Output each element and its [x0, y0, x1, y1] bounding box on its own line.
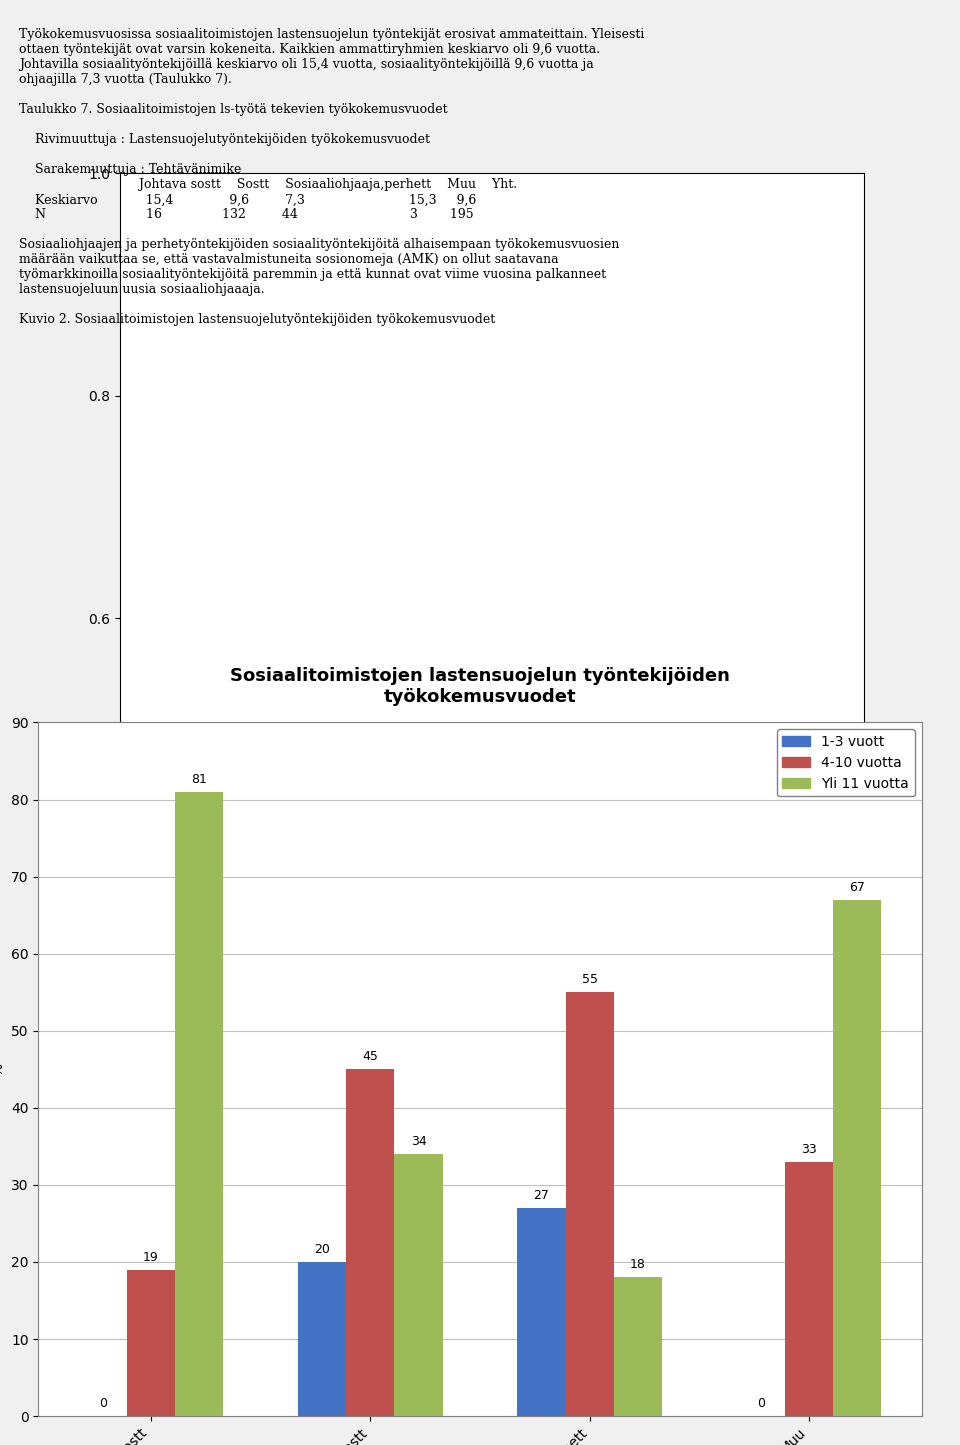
Bar: [517, 1208, 565, 1416]
Bar: [833, 900, 881, 1416]
Text: 19: 19: [143, 1250, 158, 1263]
Legend: 1-3 vuott, 4-10 vuotta, Yli 11 vuotta: 1-3 vuott, 4-10 vuotta, Yli 11 vuotta: [777, 730, 915, 796]
Text: 33: 33: [802, 1143, 817, 1156]
Bar: [347, 1069, 395, 1416]
Text: 55: 55: [582, 972, 598, 985]
Text: 67: 67: [850, 880, 865, 893]
Text: 34: 34: [411, 1134, 426, 1147]
Bar: [175, 792, 224, 1416]
Bar: [395, 1155, 443, 1416]
Text: 45: 45: [362, 1051, 378, 1064]
Bar: [565, 993, 613, 1416]
Text: Työkokemusvuosissa sosiaalitoimistojen lastensuojelun työntekijät erosivat ammat: Työkokemusvuosissa sosiaalitoimistojen l…: [19, 29, 644, 327]
Text: 0: 0: [756, 1397, 765, 1410]
Bar: [785, 1162, 833, 1416]
Y-axis label: %: %: [0, 1062, 6, 1077]
Text: 27: 27: [534, 1189, 549, 1202]
Text: 0: 0: [99, 1397, 107, 1410]
Title: Sosiaalitoimistojen lastensuojelun työntekijöiden
työkokemusvuodet: Sosiaalitoimistojen lastensuojelun työnt…: [230, 666, 730, 705]
Text: 18: 18: [630, 1259, 646, 1272]
Bar: [298, 1261, 347, 1416]
Text: 20: 20: [314, 1243, 330, 1256]
Text: 81: 81: [191, 773, 207, 786]
Bar: [127, 1270, 175, 1416]
Bar: [613, 1277, 662, 1416]
